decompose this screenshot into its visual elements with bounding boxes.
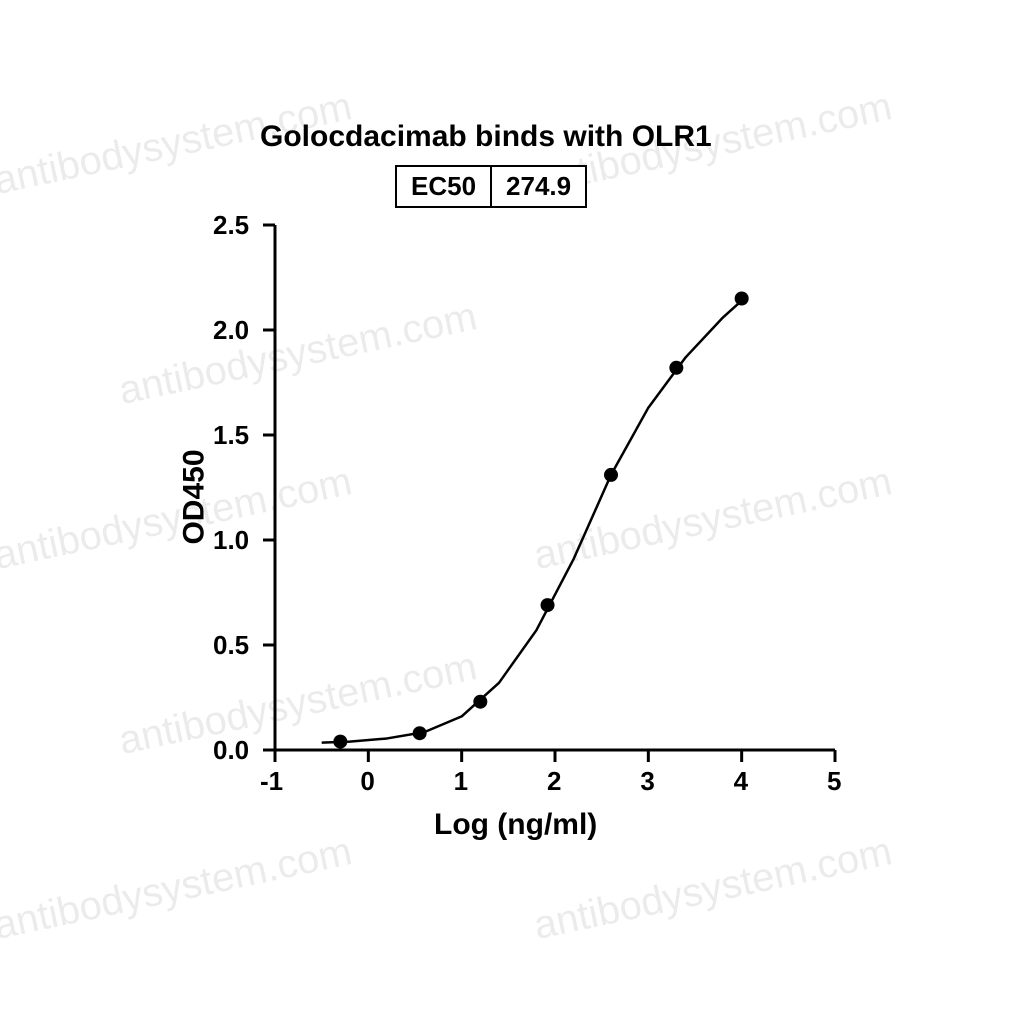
data-point [735, 292, 749, 306]
x-tick-label: 1 [454, 766, 468, 797]
watermark-text: antibodysystem.com [0, 829, 356, 949]
y-tick-label: 0.0 [213, 735, 249, 766]
y-tick-label: 2.5 [213, 210, 249, 241]
chart-title: Golocdacimab binds with OLR1 [260, 120, 712, 154]
y-tick-label: 1.0 [213, 525, 249, 556]
x-tick-label: 5 [827, 766, 841, 797]
fit-curve [322, 296, 747, 742]
plot-svg [275, 225, 835, 750]
x-tick-label: 3 [640, 766, 654, 797]
ec50-table: EC50 274.9 [395, 165, 587, 208]
x-tick-label: 0 [360, 766, 374, 797]
x-axis-label: Log (ng/ml) [434, 808, 597, 842]
ec50-value: 274.9 [492, 165, 587, 208]
x-tick-label: 2 [547, 766, 561, 797]
ec50-label: EC50 [395, 165, 492, 208]
x-tick-label: -1 [260, 766, 283, 797]
data-point [473, 695, 487, 709]
y-tick-label: 0.5 [213, 630, 249, 661]
y-tick-label: 2.0 [213, 315, 249, 346]
y-tick-label: 1.5 [213, 420, 249, 451]
watermark-text: antibodysystem.com [530, 829, 896, 949]
data-point [333, 735, 347, 749]
data-point [413, 726, 427, 740]
data-point [541, 598, 555, 612]
data-point [669, 361, 683, 375]
x-tick-label: 4 [734, 766, 748, 797]
y-axis-label: OD450 [178, 449, 212, 544]
data-point [604, 468, 618, 482]
